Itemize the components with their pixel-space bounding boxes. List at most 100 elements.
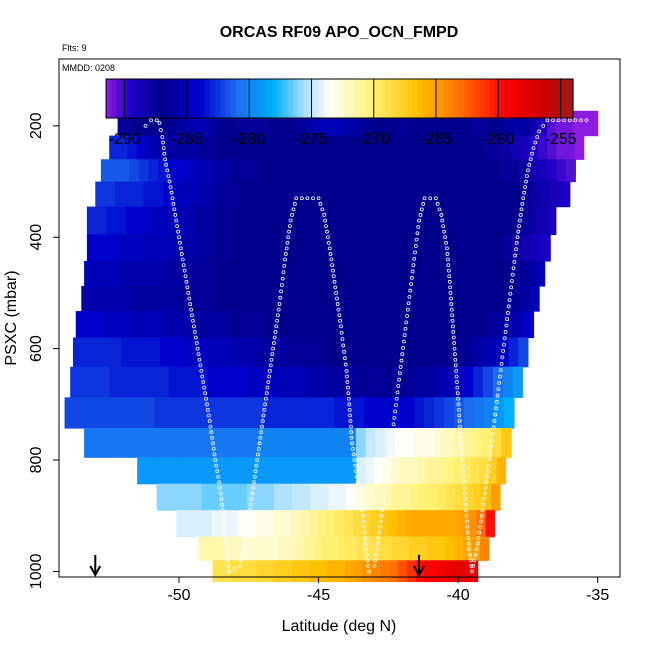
heatmap-cell [179, 337, 190, 368]
heatmap-cell [428, 206, 440, 236]
heatmap-cell [491, 428, 503, 458]
track-point [494, 406, 498, 411]
y-tick-label: 600 [28, 335, 45, 362]
heatmap-cell [357, 285, 369, 312]
heatmap-cell [244, 397, 255, 429]
heatmap-cell [528, 135, 539, 160]
heatmap-cell [434, 285, 445, 312]
heatmap-cell [174, 483, 185, 511]
heatmap-cell [224, 159, 235, 183]
heatmap-cell [324, 337, 335, 368]
heatmap-cell [100, 285, 111, 312]
heatmap-cell [294, 397, 305, 429]
track-point [390, 428, 395, 433]
heatmap-cell [563, 110, 573, 137]
colorbar-cell [515, 79, 522, 118]
heatmap-cell [94, 397, 106, 429]
heatmap-cell [375, 428, 386, 458]
heatmap-cell [143, 181, 154, 208]
track-point [322, 213, 327, 217]
heatmap-cell [504, 311, 516, 339]
heatmap-cell [417, 457, 428, 485]
heatmap-cell [192, 483, 203, 511]
heatmap-cell [482, 428, 493, 458]
track-point [389, 441, 394, 446]
colorbar-cell [194, 79, 200, 118]
track-point [462, 485, 467, 490]
heatmap-cell [404, 397, 415, 429]
heatmap-cell [492, 234, 503, 262]
heatmap-cell [348, 285, 359, 312]
heatmap-cell [339, 536, 349, 561]
heatmap-cell [414, 181, 426, 208]
heatmap-cell [496, 457, 507, 485]
heatmap-cell [205, 159, 216, 183]
track-point [382, 497, 386, 501]
track-point [276, 307, 281, 312]
track-point [181, 263, 186, 267]
heatmap-cell [164, 397, 176, 429]
heatmap-cell [482, 234, 493, 262]
track-point [418, 213, 423, 217]
track-point [440, 218, 445, 223]
heatmap-cell [471, 536, 481, 561]
track-point [190, 313, 194, 318]
heatmap-cell [414, 159, 425, 183]
heatmap-cell [365, 428, 376, 458]
track-point [365, 558, 370, 563]
heatmap-cell [104, 311, 115, 339]
heatmap-cell [99, 366, 111, 398]
heatmap-cell [338, 457, 349, 485]
heatmap-cell [462, 536, 472, 561]
heatmap-cell [119, 285, 130, 312]
heatmap-cell [233, 457, 244, 485]
track-point [513, 253, 518, 258]
track-point [450, 313, 455, 318]
track-point [223, 541, 228, 546]
heatmap-cell [436, 483, 447, 511]
track-point [360, 508, 365, 513]
colorbar-cell [422, 79, 429, 118]
heatmap-cell [243, 159, 254, 183]
heatmap-cell [510, 285, 521, 312]
heatmap-cell [201, 483, 212, 511]
track-point [521, 196, 526, 201]
heatmap-cell [395, 159, 406, 183]
heatmap-cell [247, 560, 258, 583]
heatmap-cell [480, 159, 491, 183]
track-point [218, 485, 222, 490]
track-point [472, 558, 477, 563]
colorbar-cell [282, 79, 289, 118]
track-point [573, 118, 578, 123]
heatmap-cell [547, 110, 557, 137]
heatmap-cell [361, 311, 372, 339]
track-point [275, 318, 280, 323]
track-point [514, 247, 518, 252]
heatmap-cell [219, 483, 230, 511]
track-point [374, 552, 378, 557]
heatmap-cell [154, 397, 166, 429]
heatmap-cell [256, 366, 268, 398]
heatmap-cell [144, 397, 156, 429]
track-point [380, 508, 385, 513]
heatmap-cell [463, 181, 474, 208]
heatmap-cell [294, 110, 304, 137]
heatmap-cell [304, 397, 315, 429]
heatmap-cell [218, 337, 229, 368]
colorbar-cell [240, 79, 247, 118]
track-point [182, 268, 187, 273]
heatmap-cell [485, 311, 496, 339]
heatmap-cell [450, 337, 461, 368]
heatmap-cell [463, 234, 474, 262]
heatmap-cell [565, 159, 576, 183]
heatmap-cell [189, 457, 200, 485]
track-point [346, 391, 351, 396]
y-tick-label: 200 [28, 112, 45, 139]
track-point [246, 513, 251, 518]
heatmap-cell [400, 483, 411, 511]
heatmap-cell [204, 397, 215, 429]
heatmap-cell [338, 159, 349, 183]
heatmap-cell [200, 135, 211, 160]
track-point [528, 157, 533, 162]
heatmap-cell [176, 285, 187, 312]
